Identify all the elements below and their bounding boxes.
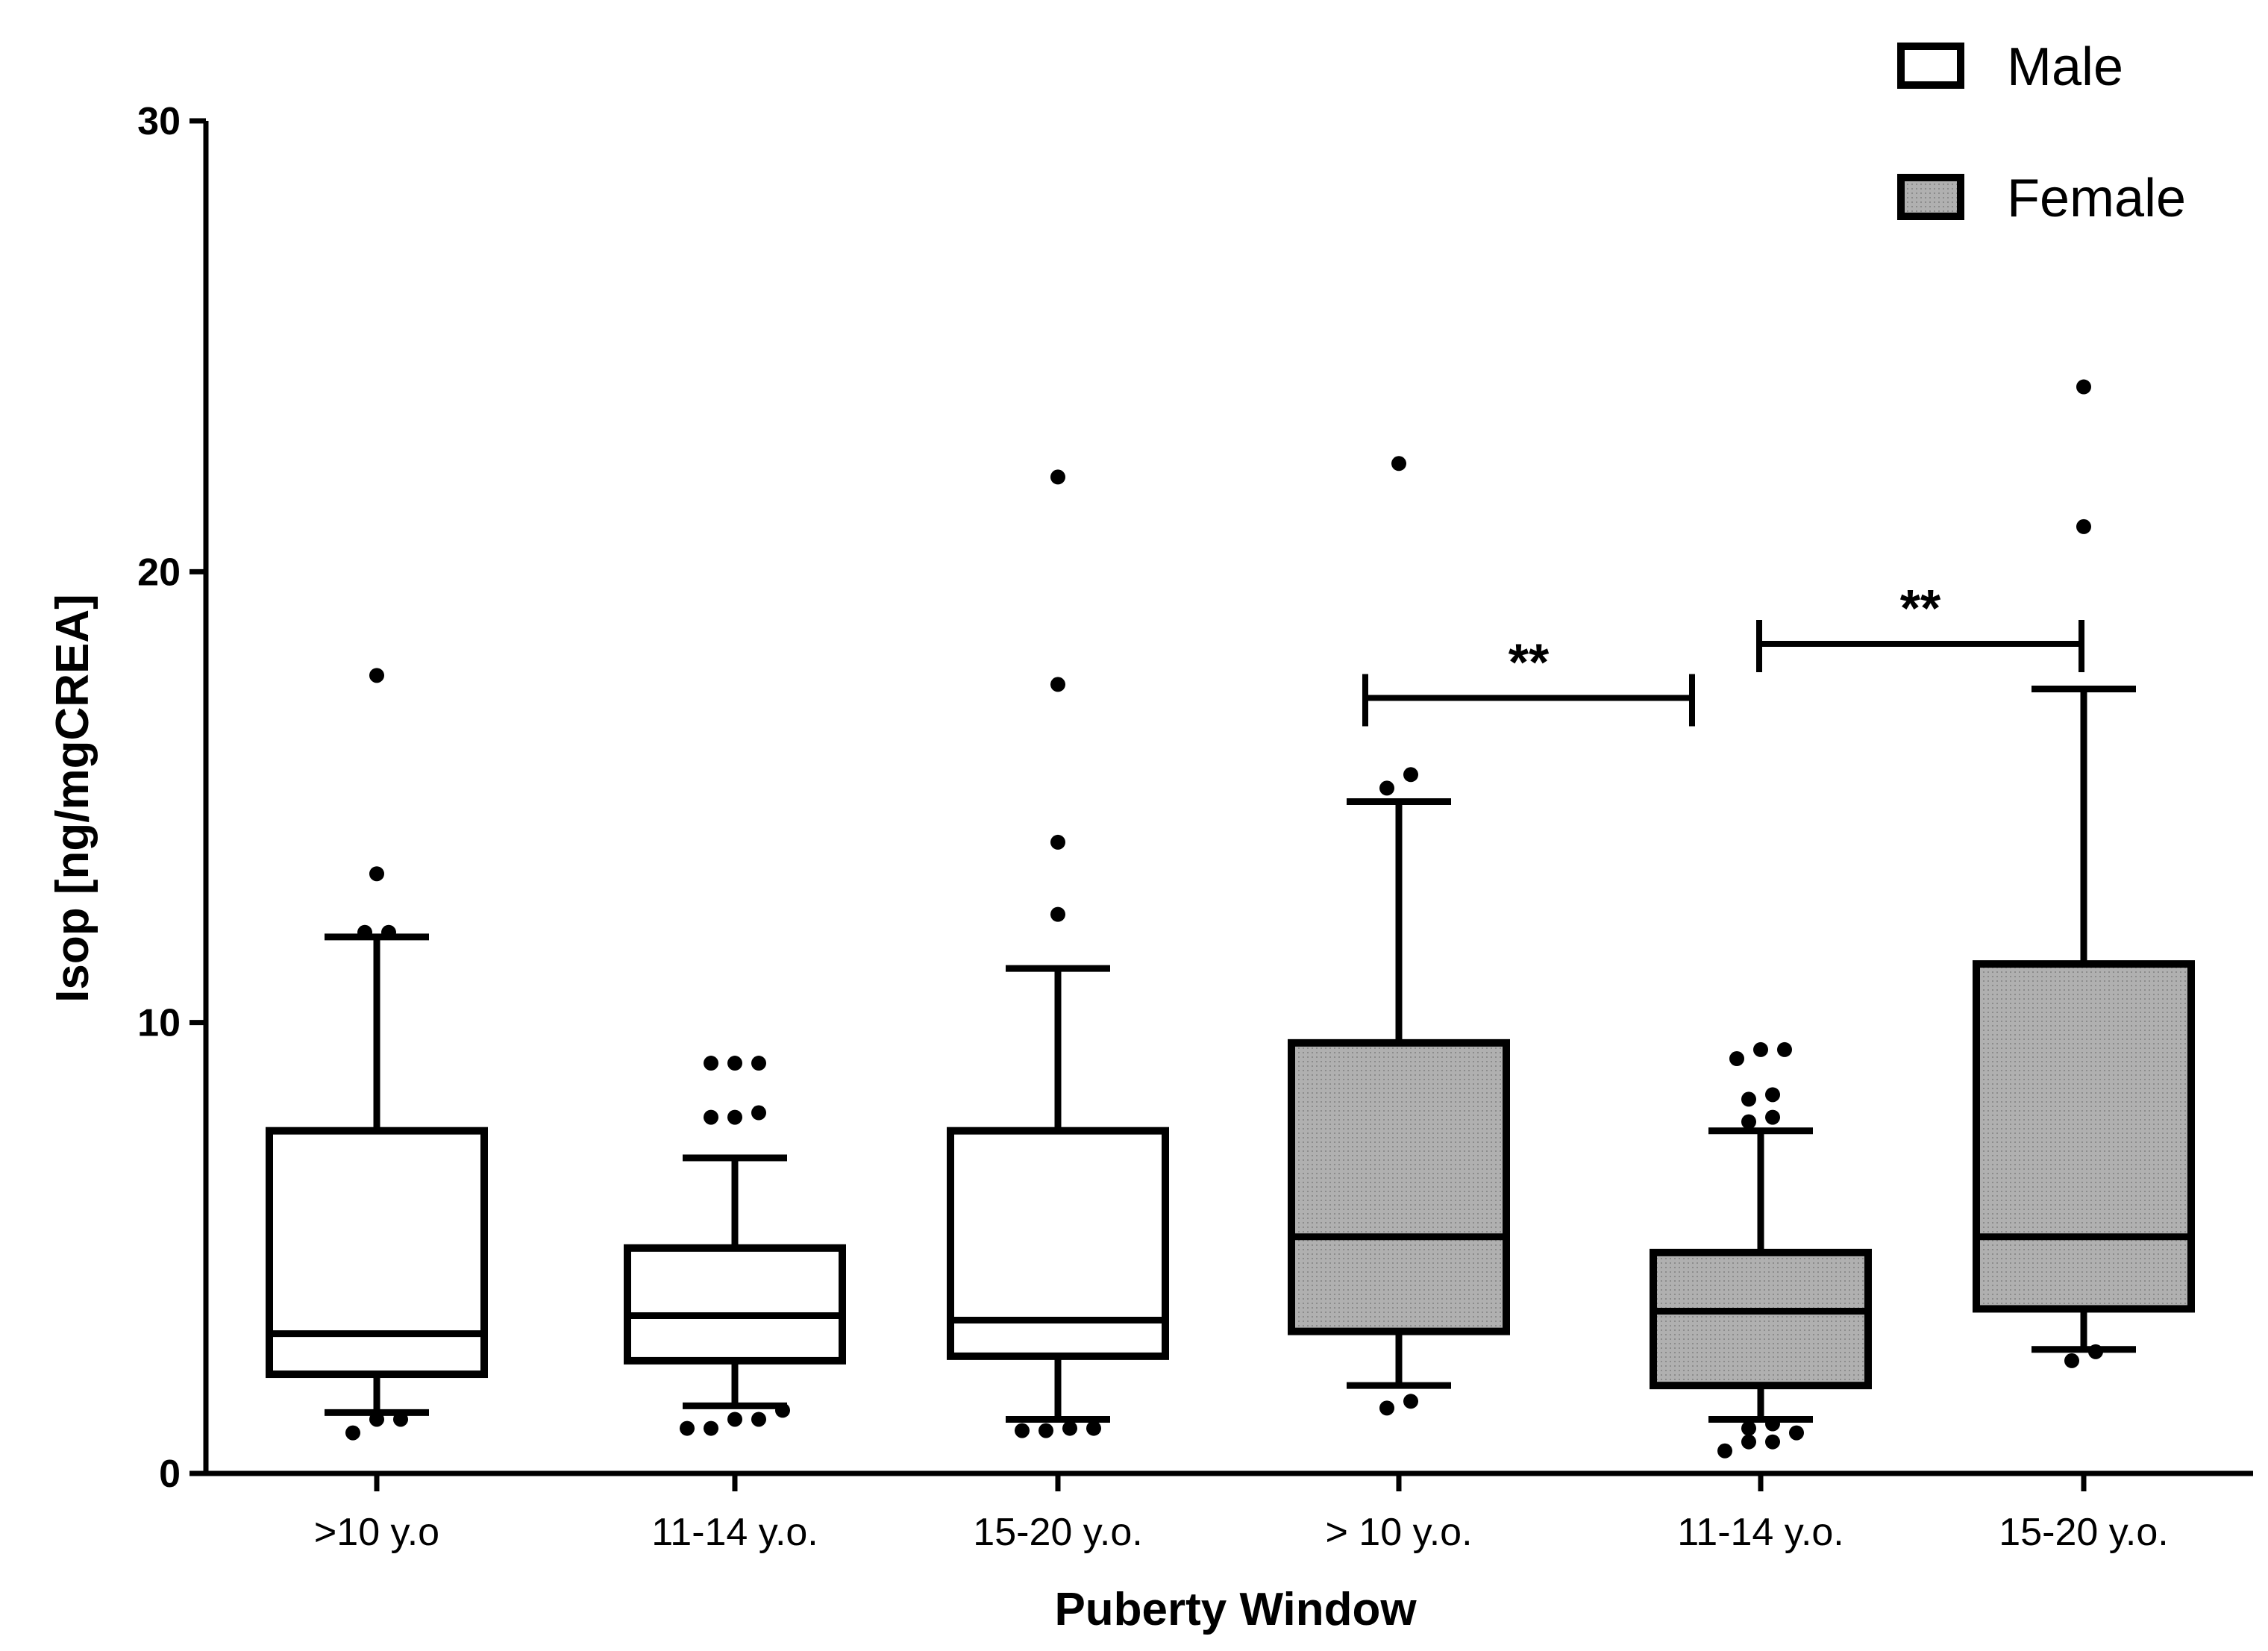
outlier-point	[1765, 1087, 1780, 1103]
outlier-point	[1391, 456, 1406, 472]
outlier-point	[680, 1420, 695, 1436]
outlier-point	[369, 668, 384, 683]
outlier-point	[1741, 1114, 1756, 1130]
outlier-point	[1050, 906, 1065, 922]
outlier-point	[357, 924, 372, 940]
outlier-point	[1765, 1434, 1780, 1450]
outlier-point	[775, 1403, 790, 1418]
outlier-point	[1753, 1041, 1768, 1057]
outlier-point	[1765, 1109, 1780, 1125]
legend-label-male: Male	[2007, 37, 2123, 97]
outlier-point	[1741, 1091, 1756, 1107]
outlier-point	[1777, 1041, 1792, 1057]
box-iqr	[1973, 960, 2195, 1313]
outlier-point	[2088, 1344, 2103, 1359]
outlier-point	[704, 1056, 718, 1071]
outlier-point	[1015, 1423, 1030, 1438]
box-iqr	[1288, 1038, 1510, 1335]
significance-label: **	[1900, 579, 1941, 637]
box-group-female-5	[1650, 1041, 1872, 1459]
box-iqr	[266, 1127, 488, 1379]
outlier-point	[1765, 1416, 1780, 1432]
x-tick-label: > 10 y.o.	[1325, 1511, 1472, 1554]
x-tick-label: 11-14 y.o.	[651, 1511, 818, 1554]
box-group-male-1	[266, 668, 488, 1441]
outlier-point	[369, 866, 384, 882]
significance-bracket-2: **	[1756, 579, 2084, 673]
outlier-point	[2076, 379, 2091, 395]
y-tick-label: 20	[137, 551, 181, 594]
significance-bracket-1: **	[1362, 633, 1695, 727]
box-group-male-2	[624, 1056, 846, 1436]
outlier-point	[1379, 780, 1394, 796]
outlier-point	[1379, 1400, 1394, 1416]
outlier-point	[1050, 677, 1065, 692]
outlier-point	[1039, 1423, 1053, 1438]
box-group-female-4	[1288, 456, 1510, 1416]
x-tick-label: 15-20 y.o.	[973, 1511, 1142, 1554]
outlier-point	[1717, 1443, 1732, 1459]
outlier-point	[1729, 1051, 1744, 1067]
legend: Male Female	[1897, 37, 2186, 228]
outlier-point	[393, 1412, 408, 1427]
outlier-point	[2064, 1353, 2079, 1368]
x-tick-label: >10 y.o	[314, 1511, 439, 1554]
x-tick-label: 15-20 y.o.	[1999, 1511, 2168, 1554]
outlier-point	[369, 1412, 384, 1427]
outlier-point	[1741, 1434, 1756, 1450]
outlier-point	[727, 1056, 742, 1071]
outlier-point	[727, 1412, 742, 1427]
outlier-point	[751, 1412, 766, 1427]
outlier-point	[704, 1109, 718, 1125]
y-tick-label: 0	[159, 1453, 181, 1496]
box-iqr	[1650, 1248, 1872, 1390]
box-group-male-3	[947, 469, 1169, 1438]
outlier-point	[1050, 834, 1065, 850]
significance-label: **	[1509, 633, 1550, 692]
outlier-point	[1403, 1394, 1418, 1409]
legend-label-female: Female	[2007, 169, 2186, 228]
box-iqr	[624, 1244, 846, 1365]
y-tick-label: 10	[137, 1002, 181, 1045]
legend-swatch-male	[1897, 43, 1964, 89]
outlier-point	[1086, 1420, 1101, 1436]
x-tick-label: 11-14 y.o.	[1677, 1511, 1844, 1554]
y-axis-title: Isop [ng/mgCREA]	[47, 594, 98, 1003]
y-axis: 0 10 20 30	[137, 100, 209, 1496]
outlier-point	[1741, 1420, 1756, 1436]
legend-swatch-female	[1897, 174, 1964, 220]
x-axis: >10 y.o 11-14 y.o. 15-20 y.o. > 10 y.o. 11-1…	[204, 1470, 2253, 1554]
outlier-point	[1403, 767, 1418, 783]
outlier-point	[751, 1056, 766, 1071]
outlier-point	[1789, 1425, 1804, 1441]
outlier-point	[381, 924, 396, 940]
outlier-point	[751, 1105, 766, 1121]
outlier-point	[2076, 519, 2091, 534]
outlier-point	[1050, 469, 1065, 485]
outlier-point	[1062, 1420, 1077, 1436]
x-axis-title: Puberty Window	[1054, 1584, 1417, 1635]
box-group-female-6	[1973, 379, 2195, 1368]
y-tick-label: 30	[137, 100, 181, 143]
plot-area: ** **	[266, 379, 2195, 1459]
outlier-point	[727, 1109, 742, 1125]
outlier-point	[345, 1425, 360, 1441]
outlier-point	[704, 1420, 718, 1436]
